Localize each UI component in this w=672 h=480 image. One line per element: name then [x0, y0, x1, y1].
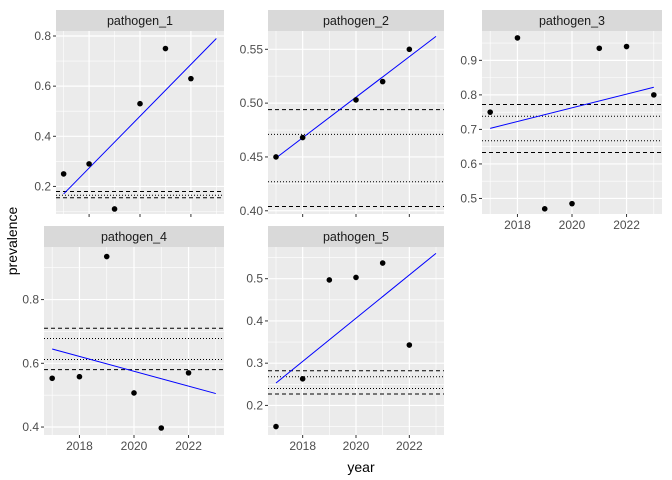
facet-strip [482, 10, 662, 31]
facet-strip [268, 226, 444, 247]
x-tick-label: 2018 [289, 439, 316, 453]
x-tick-label: 2022 [396, 439, 423, 453]
data-point [60, 171, 67, 177]
data-point [596, 45, 603, 52]
data-point [162, 45, 169, 52]
data-point [49, 375, 55, 382]
y-tick-label: 0.7 [460, 122, 477, 136]
facet-strip-label: pathogen_3 [539, 14, 605, 28]
y-tick-label: 0.9 [460, 53, 477, 67]
y-tick-label: 0.8 [22, 293, 39, 307]
y-tick-label: 0.6 [34, 79, 51, 93]
facet-pathogen-4: pathogen_4 0.4 0.6 0.8 2018 2020 2022 [22, 226, 224, 453]
data-point [103, 253, 110, 260]
facet-pathogen-2: pathogen_2 0.40 0.45 0.50 0.55 [240, 10, 444, 218]
data-point [651, 92, 657, 98]
x-tick-label: 2018 [66, 439, 93, 453]
y-tick-label: 0.3 [246, 356, 263, 370]
facet-strip-label: pathogen_4 [101, 230, 167, 244]
x-tick-label: 2022 [613, 218, 640, 232]
data-point [487, 109, 493, 115]
x-tick-label: 2020 [559, 218, 586, 232]
data-point [353, 97, 359, 103]
data-point [299, 134, 306, 141]
data-point [541, 206, 548, 212]
data-point [514, 35, 521, 41]
data-point [273, 423, 279, 430]
data-point [158, 425, 165, 431]
y-tick-label: 0.40 [240, 204, 264, 218]
facet-strip [268, 10, 444, 31]
y-tick-label: 0.4 [34, 129, 51, 143]
data-point [86, 161, 92, 167]
data-point [326, 277, 333, 283]
data-point [299, 376, 306, 382]
facet-strip [56, 10, 224, 31]
facet-strip-label: pathogen_2 [323, 14, 389, 28]
y-tick-label: 0.5 [460, 191, 477, 205]
data-point [379, 260, 386, 266]
data-point [188, 75, 194, 82]
facet-pathogen-3: pathogen_3 0.5 0.6 0.7 0.8 0.9 2018 2020 2022 [460, 10, 662, 232]
y-tick-label: 0.50 [240, 96, 264, 110]
data-point [406, 46, 413, 53]
data-point [185, 370, 192, 376]
y-tick-label: 0.6 [460, 157, 477, 171]
facet-panels: pathogen_1 0.2 0.4 0.6 0.8 pathogen_2 0.40 0.45… [22, 10, 662, 453]
y-tick-label: 0.2 [34, 179, 51, 193]
y-tick-label: 0.6 [22, 356, 39, 370]
x-tick-label: 2018 [504, 218, 531, 232]
data-point [137, 100, 143, 107]
x-axis-title: year [347, 459, 375, 475]
data-point [379, 78, 386, 85]
facet-strip-label: pathogen_1 [107, 14, 173, 28]
facet-strip [44, 226, 224, 247]
y-tick-label: 0.45 [240, 150, 264, 164]
data-point [76, 373, 83, 380]
y-tick-label: 0.5 [246, 272, 263, 286]
data-point [569, 200, 575, 207]
y-axis-title: prevalence [4, 207, 20, 276]
y-tick-label: 0.2 [246, 398, 263, 412]
y-tick-label: 0.8 [34, 29, 51, 43]
trend-line [52, 348, 216, 395]
y-tick-label: 0.55 [240, 42, 264, 56]
data-point [111, 206, 118, 212]
data-point [131, 390, 137, 396]
trend-line [63, 38, 217, 195]
facet-strip-label: pathogen_5 [323, 230, 389, 244]
trend-line [275, 252, 437, 384]
y-tick-label: 0.8 [460, 88, 477, 102]
x-tick-label: 2020 [343, 439, 370, 453]
data-point [623, 43, 630, 50]
facet-pathogen-1: pathogen_1 0.2 0.4 0.6 0.8 [34, 10, 224, 217]
y-tick-label: 0.4 [246, 314, 263, 328]
y-tick-label: 0.4 [22, 420, 39, 434]
trend-line [490, 86, 654, 129]
x-tick-label: 2022 [175, 439, 202, 453]
data-point [353, 274, 359, 281]
data-point [273, 154, 279, 160]
data-point [406, 342, 413, 348]
x-tick-label: 2020 [121, 439, 148, 453]
facet-pathogen-5: pathogen_5 0.2 0.3 0.4 0.5 2018 2020 2022 [246, 226, 444, 453]
